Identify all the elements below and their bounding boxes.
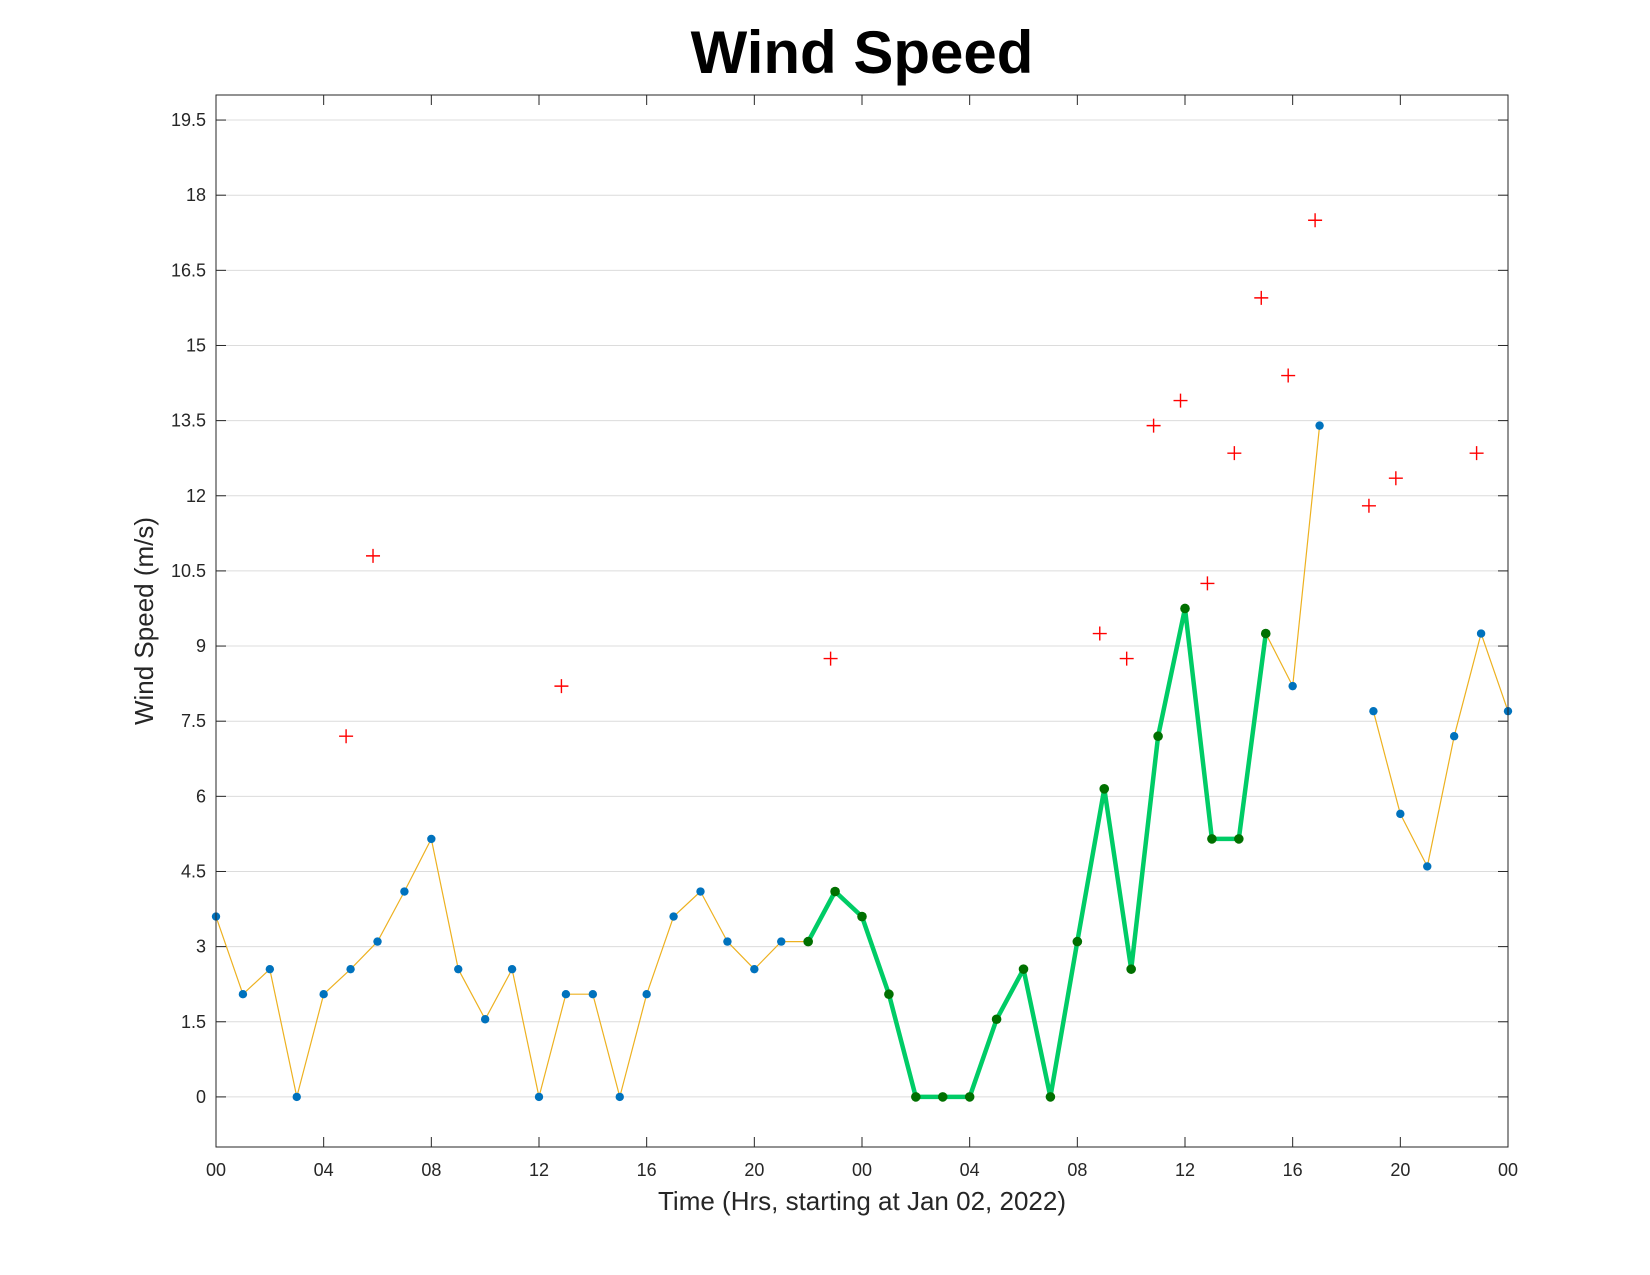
data-point-blue [723,937,732,946]
axis-ticks: 0 1.5 3 4.5 6 7.5 9 10.5 12 13.5 15 16.5 18 19.5 00 04 0… [171,95,1518,1180]
outlier-marker [366,548,381,563]
x-tick-label: 08 [1067,1160,1087,1180]
data-point-blue [588,990,598,999]
outlier-marker [1092,626,1107,641]
y-tick-label: 18 [186,185,206,205]
y-tick-label: 0 [196,1087,206,1107]
y-tick-label: 3 [196,937,206,957]
x-tick-label: 20 [744,1160,764,1180]
outlier-marker [1281,368,1296,383]
y-tick-label: 13.5 [171,411,206,431]
outlier-marker [1227,446,1242,461]
y-tick-label: 15 [186,335,206,355]
x-tick-label: 00 [1498,1160,1518,1180]
outlier-marker [1146,418,1161,433]
x-tick-label: 00 [206,1160,226,1180]
x-tick-label: 08 [421,1160,441,1180]
y-tick-label: 1.5 [181,1012,206,1032]
outlier-marker [823,651,838,666]
data-point-blue [373,937,382,946]
data-point-blue [1315,421,1324,430]
data-point-blue [561,990,571,999]
y-tick-label: 16.5 [171,260,206,280]
data-point-green [1099,784,1110,794]
x-tick-label: 12 [1175,1160,1195,1180]
outlier-marker [1254,290,1269,305]
chart-title: Wind Speed [691,19,1034,86]
data-point-green [964,1092,975,1102]
x-tick-label: 12 [529,1160,549,1180]
outlier-marker [1119,651,1134,666]
outlier-marker [1308,213,1323,228]
data-point-blue [1288,681,1297,691]
x-tick-label: 16 [1283,1160,1303,1180]
data-point-blue [750,964,759,974]
x-tick-label: 04 [314,1160,334,1180]
data-point-blue [319,990,328,999]
data-point-green [884,989,894,1000]
data-point-blue [480,1015,490,1024]
data-point-green [1207,834,1217,844]
x-tick-label: 00 [852,1160,872,1180]
y-tick-label: 19.5 [171,110,206,130]
x-tick-label: 20 [1390,1160,1410,1180]
data-point-green [1126,964,1136,974]
data-point-green [937,1092,948,1102]
y-tick-label: 6 [196,786,206,806]
data-point-green [911,1092,921,1102]
series-line-green [806,606,1269,1100]
data-point-blue [292,1092,301,1102]
data-point-green [1045,1092,1056,1102]
data-point-blue [400,887,409,896]
data-point-green [803,936,813,947]
data-point-green [1180,603,1190,614]
data-point-blue [427,834,436,844]
data-point-green [857,911,867,922]
outlier-marker [1469,446,1484,461]
data-point-blue [642,990,651,999]
data-point-green [1234,834,1244,844]
data-point-blue [1476,629,1486,638]
data-point-blue [265,964,275,974]
data-point-blue [454,964,463,974]
outlier-marker [1173,393,1188,408]
outlier-marker [1200,576,1215,591]
data-point-green [991,1014,1002,1025]
y-axis-label: Wind Speed (m/s) [129,517,159,725]
data-point-blue [1449,732,1459,741]
data-point-green [1153,731,1163,742]
x-tick-label: 04 [960,1160,980,1180]
y-tick-label: 10.5 [171,561,206,581]
data-point-blue [696,887,705,896]
data-point-green [830,886,840,897]
data-point-blue [777,937,786,946]
series-group [211,213,1513,1102]
data-point-green [1072,936,1083,947]
outlier-marker [1361,498,1376,513]
data-point-blue [534,1092,544,1102]
data-point-blue [1369,706,1378,716]
data-point-blue [1423,862,1432,871]
data-point-blue [507,964,517,974]
outlier-marker [554,679,569,694]
x-axis-label: Time (Hrs, starting at Jan 02, 2022) [658,1186,1066,1216]
outlier-marker [339,729,354,744]
data-point-blue [669,912,678,921]
data-point-blue [238,990,248,999]
y-tick-label: 7.5 [181,711,206,731]
y-tick-label: 9 [196,636,206,656]
outlier-marker [1388,471,1403,486]
x-tick-label: 16 [637,1160,657,1180]
data-point-blue [346,964,355,974]
plot-background [216,95,1508,1147]
grid-lines [216,119,1508,1098]
data-point-green [1260,628,1271,639]
y-tick-label: 4.5 [181,861,206,881]
data-point-green [1018,964,1029,974]
data-point-blue [615,1092,624,1102]
data-point-blue [1396,809,1405,819]
y-tick-label: 12 [186,486,206,506]
